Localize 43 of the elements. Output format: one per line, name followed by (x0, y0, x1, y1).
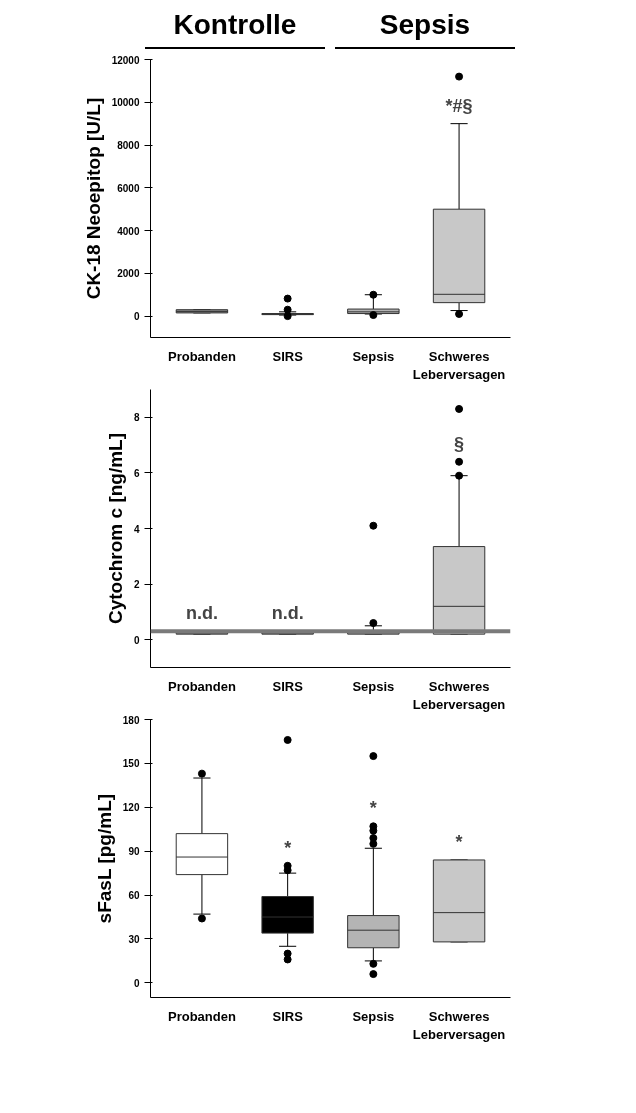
y-axis-title: Cytochrom c [ng/mL] (104, 432, 126, 625)
text: * (455, 831, 463, 852)
y-tick-label: 12000 (111, 54, 140, 66)
y-tick-label: 10000 (111, 97, 140, 109)
y-tick-label: 0 (133, 977, 140, 989)
text: * (369, 798, 377, 819)
y-tick-label: 0 (133, 311, 140, 323)
text: § (454, 433, 465, 454)
y-tick-label: 0 (133, 634, 140, 646)
y-tick-label: 6000 (117, 182, 140, 194)
x-tick-label: SIRS (272, 678, 304, 694)
x-tick-label: Probanden (167, 678, 236, 694)
text: Sepsis (379, 8, 471, 42)
y-tick-label: 2000 (117, 268, 140, 280)
y-tick-label: 4000 (117, 225, 140, 237)
y-tick-label: 30 (128, 933, 140, 945)
x-tick-label: SIRS (272, 1008, 304, 1024)
y-tick-label: 2 (133, 579, 140, 591)
x-tick-label: SIRS (272, 348, 304, 364)
text: *#§ (445, 95, 473, 116)
text: Kontrolle (173, 8, 297, 42)
y-tick-label: 6 (133, 467, 140, 479)
y-tick-label: 120 (122, 802, 140, 814)
y-tick-label: 60 (128, 890, 140, 902)
x-tick-label: Probanden (167, 348, 236, 364)
x-tick-label: Schweres Leberversagen (412, 1008, 506, 1042)
y-tick-label: 90 (128, 846, 140, 858)
x-tick-label: Schweres Leberversagen (412, 348, 506, 382)
y-tick-label: 180 (122, 714, 140, 726)
y-tick-label: 4 (133, 523, 140, 535)
y-tick-label: 8000 (117, 140, 140, 152)
y-tick-label: 8 (133, 412, 140, 424)
text: n.d. (271, 603, 304, 624)
x-tick-label: Sepsis (352, 678, 395, 694)
x-tick-label: Schweres Leberversagen (412, 678, 506, 712)
x-tick-label: Sepsis (352, 1008, 395, 1024)
text: n.d. (185, 603, 218, 624)
y-axis-title: sFasL [pg/mL] (93, 793, 115, 924)
y-axis-title: CK-18 Neoepitop [U/L] (82, 97, 104, 300)
x-tick-label: Sepsis (352, 348, 395, 364)
text: * (284, 837, 292, 858)
y-tick-label: 150 (122, 758, 140, 770)
x-tick-label: Probanden (167, 1008, 236, 1024)
